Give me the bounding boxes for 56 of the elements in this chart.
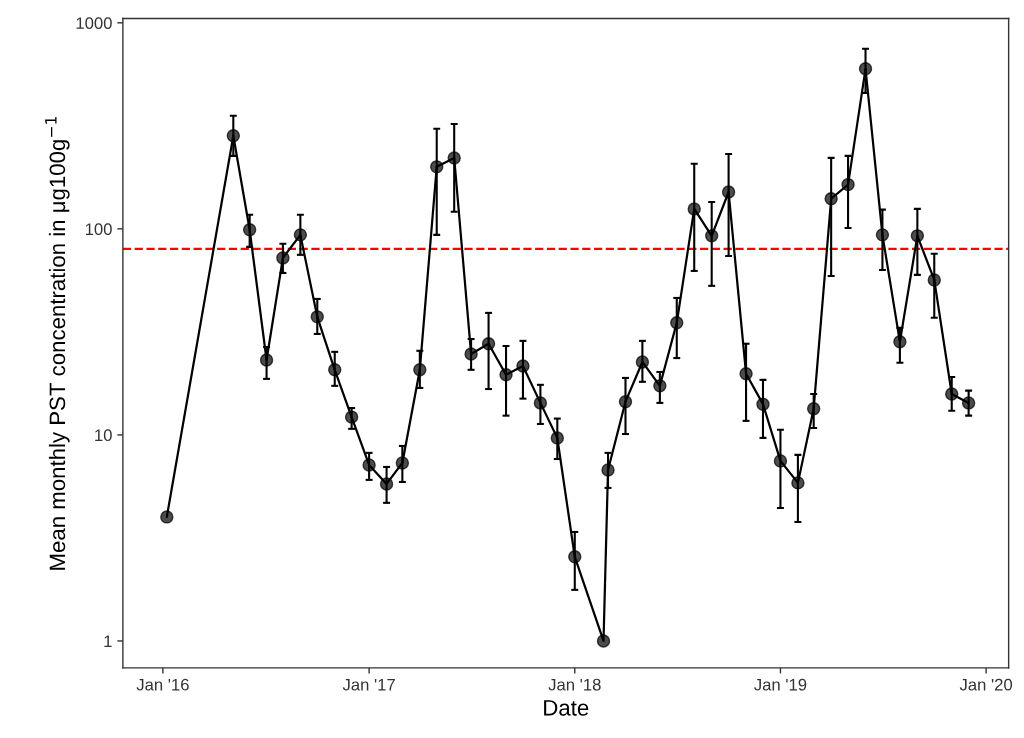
point xyxy=(841,177,855,192)
point xyxy=(362,458,376,472)
point xyxy=(945,387,959,401)
point xyxy=(910,229,925,243)
point xyxy=(670,316,684,330)
point xyxy=(226,129,241,143)
point xyxy=(596,634,611,648)
point xyxy=(516,359,530,373)
point xyxy=(704,229,719,243)
point xyxy=(259,353,274,367)
x-tick-label: Jan '16 xyxy=(136,678,189,691)
point xyxy=(893,335,907,349)
point xyxy=(533,396,548,410)
point xyxy=(276,251,290,265)
point xyxy=(379,477,394,491)
point xyxy=(328,363,342,377)
point xyxy=(242,223,257,237)
point xyxy=(413,363,427,377)
point xyxy=(601,463,615,477)
x-tick-label: Jan '20 xyxy=(959,678,1013,691)
y-axis-title: Mean monthly PST concentration in μg100g$^{−1}$ xyxy=(45,116,70,570)
point xyxy=(653,379,667,393)
y-tick-label: 1000 xyxy=(76,17,112,30)
point xyxy=(499,367,513,382)
point xyxy=(447,151,461,165)
point xyxy=(791,476,805,490)
x-tick-label: Jan '17 xyxy=(342,678,395,691)
point xyxy=(293,228,308,242)
point xyxy=(430,160,444,174)
point xyxy=(464,347,478,361)
point xyxy=(618,394,633,409)
x-tick-label: Jan '18 xyxy=(548,678,601,691)
point xyxy=(721,185,736,199)
point xyxy=(687,202,701,216)
x-axis-title: Date xyxy=(544,700,589,716)
point xyxy=(310,310,324,324)
point xyxy=(927,273,941,287)
y-tick-label: 10 xyxy=(95,429,112,442)
point xyxy=(395,456,410,470)
point xyxy=(806,402,821,416)
y-tick-label: 100 xyxy=(85,223,112,236)
point xyxy=(481,337,496,351)
point xyxy=(739,367,753,381)
point xyxy=(550,431,565,445)
point xyxy=(635,355,650,369)
y-tick-label: 1 xyxy=(104,635,112,647)
point xyxy=(756,397,770,411)
point xyxy=(344,410,359,424)
point xyxy=(875,228,890,242)
point xyxy=(773,454,788,468)
point xyxy=(568,550,582,564)
point xyxy=(824,192,838,206)
point xyxy=(858,62,873,76)
point xyxy=(160,510,174,524)
point xyxy=(961,396,976,410)
x-tick-label: Jan '19 xyxy=(754,678,807,691)
